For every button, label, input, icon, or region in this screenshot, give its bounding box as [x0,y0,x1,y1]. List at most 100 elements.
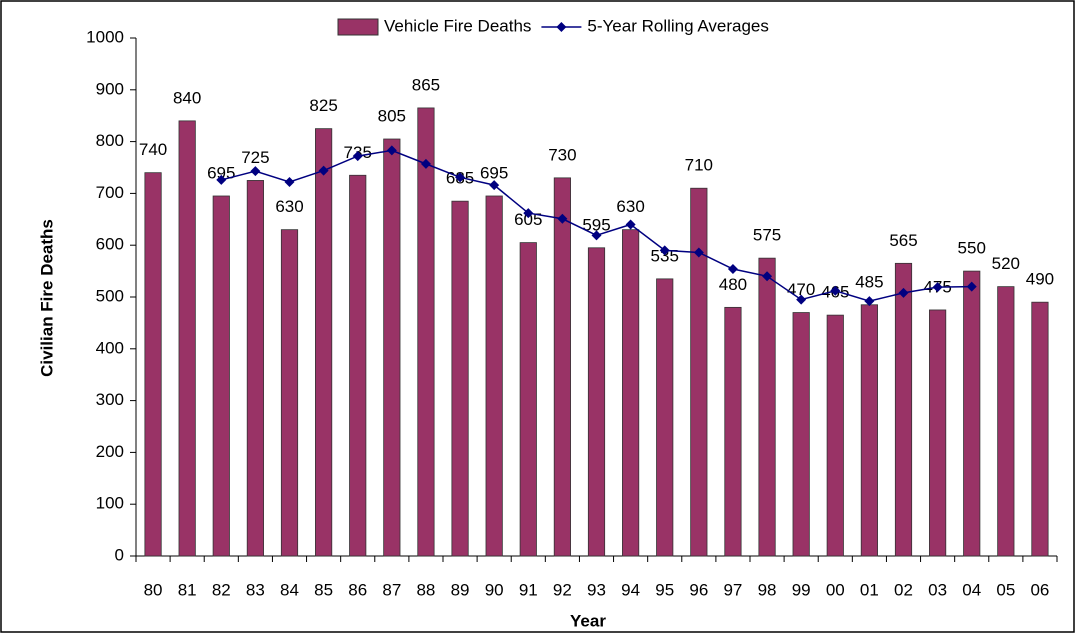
bar [144,172,162,557]
data-label: 630 [275,197,303,216]
data-label: 480 [719,275,747,294]
data-label: 485 [855,272,883,291]
marker [250,166,261,177]
y-tick-label: 800 [96,131,124,150]
marker [864,296,875,307]
bar [758,257,776,557]
data-label: 565 [889,231,917,250]
marker [796,294,807,305]
x-tick-label: 97 [723,580,742,599]
y-tick-label: 100 [96,494,124,513]
bar [792,312,810,557]
y-tick-label: 0 [115,545,124,564]
data-label: 695 [480,163,508,182]
y-tick-label: 400 [96,338,124,357]
x-tick-label: 00 [826,580,845,599]
y-axis-title: Civilian Fire Deaths [37,219,56,377]
x-tick-label: 99 [792,580,811,599]
y-tick-label: 900 [96,79,124,98]
data-label: 490 [1026,270,1054,289]
bar [622,229,640,557]
x-tick-label: 06 [1030,580,1049,599]
y-tick-label: 1000 [86,27,124,46]
x-tick-label: 96 [689,580,708,599]
data-label: 550 [958,239,986,258]
bar [280,229,299,557]
bar [690,187,708,557]
marker [386,145,397,156]
marker [625,219,636,230]
x-tick-label: 84 [280,580,299,599]
bar [894,262,913,557]
data-label: 865 [412,75,440,94]
x-tick-label: 88 [416,580,435,599]
x-tick-label: 80 [144,580,163,599]
data-label: 595 [582,215,610,234]
x-tick-label: 86 [348,580,367,599]
y-tick-label: 500 [96,286,124,305]
bar [587,247,606,557]
x-tick-label: 98 [758,580,777,599]
y-tick-label: 700 [96,183,124,202]
bar [383,138,401,557]
x-tick-label: 03 [928,580,947,599]
marker [727,264,738,275]
marker [523,208,534,219]
marker [762,271,773,282]
bar [929,309,947,557]
y-tick-label: 600 [96,235,124,254]
x-tick-label: 92 [553,580,572,599]
bar [1031,301,1049,557]
bar [485,195,503,557]
marker [591,230,602,241]
marker [659,245,670,256]
x-tick-label: 89 [451,580,470,599]
data-label: 805 [378,106,406,125]
legend-label: Vehicle Fire Deaths [384,16,531,35]
data-label: 630 [616,197,644,216]
bar [417,107,435,557]
x-tick-label: 04 [962,580,981,599]
bar [724,306,742,557]
x-tick-label: 93 [587,580,606,599]
data-label: 825 [309,96,337,115]
x-tick-label: 90 [485,580,504,599]
x-tick-label: 87 [382,580,401,599]
marker [420,158,431,169]
marker [966,281,977,292]
bar [860,304,878,557]
legend-marker [556,22,567,32]
x-tick-label: 91 [519,580,538,599]
bar [963,270,981,557]
marker [932,282,943,293]
marker [216,174,227,185]
y-tick-label: 300 [96,390,124,409]
bar [451,200,469,557]
bar [315,128,333,557]
marker [898,287,909,298]
marker [489,180,500,191]
x-tick-label: 02 [894,580,913,599]
marker [557,213,568,224]
bar [212,195,230,557]
data-label: 840 [173,88,201,107]
marker [830,285,841,296]
x-tick-label: 05 [996,580,1015,599]
x-tick-label: 83 [246,580,265,599]
x-tick-label: 81 [178,580,197,599]
data-label: 725 [241,148,269,167]
bar [997,286,1015,557]
legend-label: 5-Year Rolling Averages [587,16,768,35]
marker [693,247,704,258]
y-tick-label: 200 [96,442,124,461]
bar [826,314,844,557]
bar [349,174,367,557]
marker [352,151,363,162]
x-tick-label: 94 [621,580,640,599]
data-label: 575 [753,226,781,245]
marker [318,165,329,176]
x-tick-label: 95 [655,580,674,599]
x-tick-label: 01 [860,580,879,599]
